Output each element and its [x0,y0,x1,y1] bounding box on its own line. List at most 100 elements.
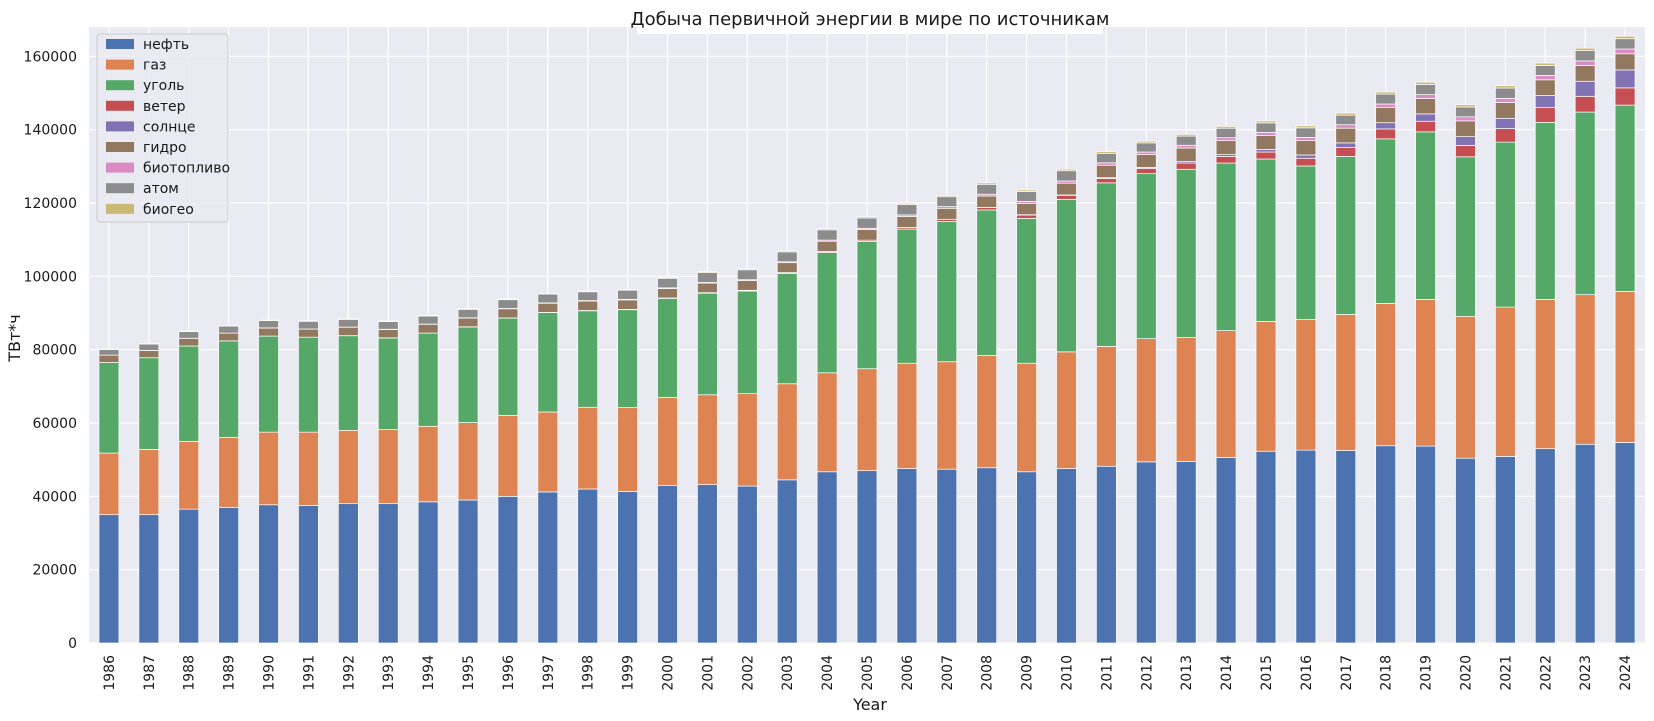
bar-segment [1534,299,1556,450]
bar-segment [1295,140,1317,156]
bar-segment [1255,450,1277,644]
bar-segment [258,504,279,644]
x-axis-label: Year [852,695,887,714]
bar-segment [537,411,559,493]
bar-segment [1534,95,1556,109]
x-tick-label: 2007 [940,655,956,691]
bar-segment [1335,127,1357,144]
bar-segment [1455,120,1476,137]
bar-segment [338,319,359,328]
bar-segment [1135,151,1157,155]
bar-segment [1455,145,1476,158]
bar-segment [537,293,559,304]
bar-segment [816,471,838,644]
bar-segment [1375,93,1396,105]
bar-segment [1455,136,1476,146]
bar-segment [1135,168,1157,175]
bar-segment [338,335,359,431]
x-tick-label: 2019 [1419,655,1435,691]
bar-segment [577,290,599,293]
bar-segment [298,320,319,322]
x-tick-label: 1995 [461,655,477,691]
bar-segment [417,315,439,325]
bar-segment [1135,154,1157,168]
bar-segment [1255,158,1277,322]
x-tick-label: 2023 [1578,655,1594,691]
bar-segment [976,207,998,211]
bar-segment [1335,114,1357,126]
bar-segment [1614,38,1636,50]
bar-segment [1215,330,1237,458]
bar-segment [1295,319,1317,451]
bar-segment [1096,182,1117,347]
bar-segment [377,429,399,505]
bar-segment [1016,189,1037,192]
bar-segment [577,300,599,311]
x-tick-label: 2005 [860,655,876,691]
bar-segment [258,431,279,506]
x-tick-label: 2020 [1458,655,1474,691]
bar-segment [896,216,918,228]
bar-segment [1495,102,1516,119]
bar-segment [617,491,638,644]
bar-segment [697,282,718,294]
bar-segment [617,289,638,300]
bar-segment [457,317,479,328]
bar-segment [298,505,319,644]
bar-segment [338,503,359,644]
x-tick-label: 1996 [501,655,517,691]
bar-segment [776,262,798,273]
bar-segment [98,514,120,644]
x-tick-label: 1989 [222,655,238,691]
bar-segment [178,345,200,442]
bar-segment [1056,468,1077,644]
bar-segment [577,310,599,408]
bar-segment [1614,69,1636,89]
bar-segment [736,269,758,281]
legend-swatch [106,39,134,49]
bar-segment [936,468,958,644]
legend-swatch [106,100,134,111]
legend-label: солнце [143,119,196,135]
bar-segment [856,368,878,472]
bar-segment [1574,294,1596,445]
bar-segment [1215,457,1237,644]
bar-segment [856,217,878,229]
legend-swatch [106,121,134,132]
bar-segment [1534,62,1556,66]
bar-segment [1135,461,1157,644]
bar-segment [1175,168,1197,338]
bar-segment [1455,104,1476,108]
bar-segment [1415,299,1436,447]
x-tick-label: 2022 [1538,655,1554,691]
bar-segment [1096,151,1117,154]
bar-segment [1574,80,1596,97]
bar-segment [1255,122,1277,133]
bar-segment [98,349,120,356]
bar-segment [657,396,678,486]
bar-segment [218,340,239,438]
bar-segment [98,354,120,363]
bar-segment [1415,445,1436,644]
bar-segment [1574,111,1596,296]
bar-segment [1534,448,1556,644]
bar-segment [1335,450,1357,644]
bar-segment [1135,338,1157,463]
bar-segment [1375,107,1396,124]
bar-segment [1574,60,1596,66]
bar-segment [178,331,200,339]
bar-segment [98,362,120,454]
bar-segment [258,335,279,433]
bar-segment [657,297,678,398]
bar-segment [1096,162,1117,166]
bar-segment [497,317,519,416]
legend-label: гидро [143,140,187,156]
bar-segment [776,383,798,481]
x-tick-label: 2012 [1139,655,1155,691]
bar-segment [338,429,359,505]
bar-segment [417,501,439,644]
bar-segment [138,449,160,516]
y-tick-label: 80000 [32,343,77,359]
bar-segment [1574,47,1596,51]
x-tick-label: 1988 [182,655,198,691]
